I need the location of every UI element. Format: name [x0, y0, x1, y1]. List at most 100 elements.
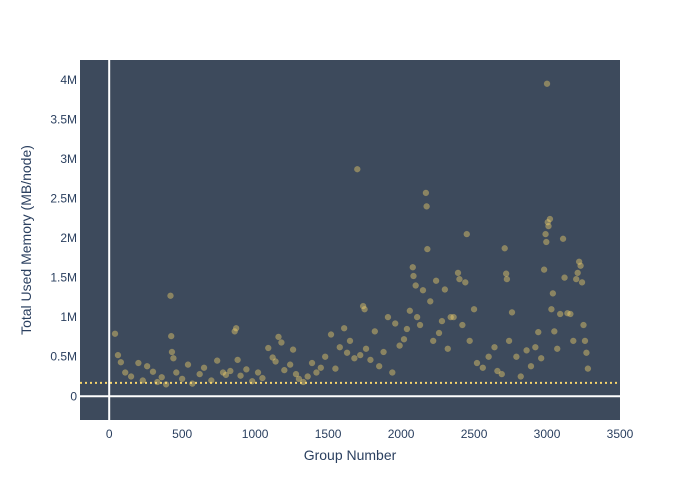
data-point: [494, 367, 501, 375]
data-point: [332, 365, 339, 372]
data-point: [503, 275, 511, 283]
data-point: [498, 370, 506, 378]
data-point: [362, 345, 370, 353]
data-point: [548, 305, 555, 313]
data-point: [501, 245, 508, 252]
data-point: [527, 362, 535, 370]
data-point: [359, 302, 367, 310]
reference-lines: [80, 60, 620, 420]
y-tick-label: 0: [70, 389, 77, 403]
data-point: [200, 364, 208, 372]
data-point: [292, 370, 300, 378]
data-point: [564, 309, 571, 317]
data-point: [219, 369, 227, 376]
data-point: [429, 337, 437, 345]
data-point: [231, 328, 238, 335]
data-point: [542, 230, 549, 238]
y-tick-label: 3.5M: [50, 112, 77, 126]
data-point: [173, 369, 180, 376]
x-tick-label: 2000: [388, 427, 415, 441]
data-point: [438, 317, 446, 325]
data-point: [422, 189, 430, 197]
data-point: [254, 369, 262, 376]
data-point: [424, 245, 431, 253]
data-point: [227, 367, 234, 375]
data-point: [167, 332, 175, 340]
data-point: [367, 356, 374, 364]
data-point: [479, 364, 487, 372]
x-tick-label: 500: [172, 427, 192, 441]
data-point: [343, 349, 351, 356]
data-point: [549, 290, 557, 297]
data-point: [583, 349, 590, 356]
data-point: [269, 354, 276, 361]
data-point: [546, 215, 554, 223]
data-point: [419, 286, 427, 294]
data-point: [168, 348, 176, 356]
data-point: [444, 345, 452, 353]
data-point: [361, 305, 368, 313]
data-point: [167, 292, 174, 300]
data-point: [485, 353, 492, 360]
data-point: [232, 324, 240, 332]
data-point: [532, 343, 539, 351]
y-tick-label: 3M: [60, 152, 77, 166]
data-point: [412, 282, 419, 289]
data-point: [117, 358, 125, 366]
data-point: [517, 373, 525, 380]
data-point: [427, 298, 434, 305]
data-point: [371, 328, 379, 335]
data-point: [580, 321, 587, 329]
data-point: [410, 272, 417, 280]
x-tick-label: 1000: [242, 427, 269, 441]
data-point: [327, 331, 335, 338]
data-point: [581, 337, 589, 345]
x-tick-label: 0: [106, 427, 113, 441]
data-point: [135, 359, 142, 367]
data-point: [523, 347, 530, 354]
data-point: [561, 274, 568, 281]
data-point: [354, 165, 361, 173]
plot-area: [80, 60, 620, 420]
data-point: [127, 373, 135, 380]
data-point: [346, 337, 354, 345]
y-tick-label: 2M: [60, 231, 77, 245]
y-axis-ticks: 0 0.5M 1M 1.5M 2M 2.5M 3M 3.5M 4M: [50, 73, 77, 403]
data-point: [535, 328, 542, 336]
y-tick-label: 2.5M: [50, 191, 77, 205]
points-layer: [111, 80, 592, 388]
x-tick-label: 3000: [534, 427, 561, 441]
data-point: [222, 371, 230, 379]
data-point: [572, 275, 580, 283]
data-point: [584, 365, 592, 372]
data-point: [491, 343, 498, 351]
data-point: [413, 313, 421, 321]
data-point: [459, 321, 466, 329]
data-point: [473, 359, 481, 367]
data-point: [454, 269, 462, 277]
data-point: [143, 362, 151, 370]
data-point: [423, 203, 430, 210]
data-point: [178, 375, 186, 383]
y-axis-title: Total Used Memory (MB/node): [18, 145, 34, 335]
y-tick-label: 0.5M: [50, 350, 77, 364]
y-tick-label: 4M: [60, 73, 77, 87]
data-point: [275, 333, 282, 341]
data-point: [463, 230, 471, 238]
data-point: [441, 286, 449, 293]
data-point: [162, 381, 170, 388]
data-point: [543, 80, 551, 87]
data-point: [505, 337, 513, 345]
data-point: [403, 325, 411, 333]
data-point: [432, 277, 440, 284]
data-point: [545, 222, 552, 230]
data-point: [158, 374, 165, 381]
data-point: [196, 370, 203, 378]
data-point: [409, 264, 417, 271]
data-point: [304, 373, 311, 380]
data-point: [447, 313, 454, 321]
y-tick-label: 1.5M: [50, 271, 77, 285]
data-point: [559, 235, 567, 243]
